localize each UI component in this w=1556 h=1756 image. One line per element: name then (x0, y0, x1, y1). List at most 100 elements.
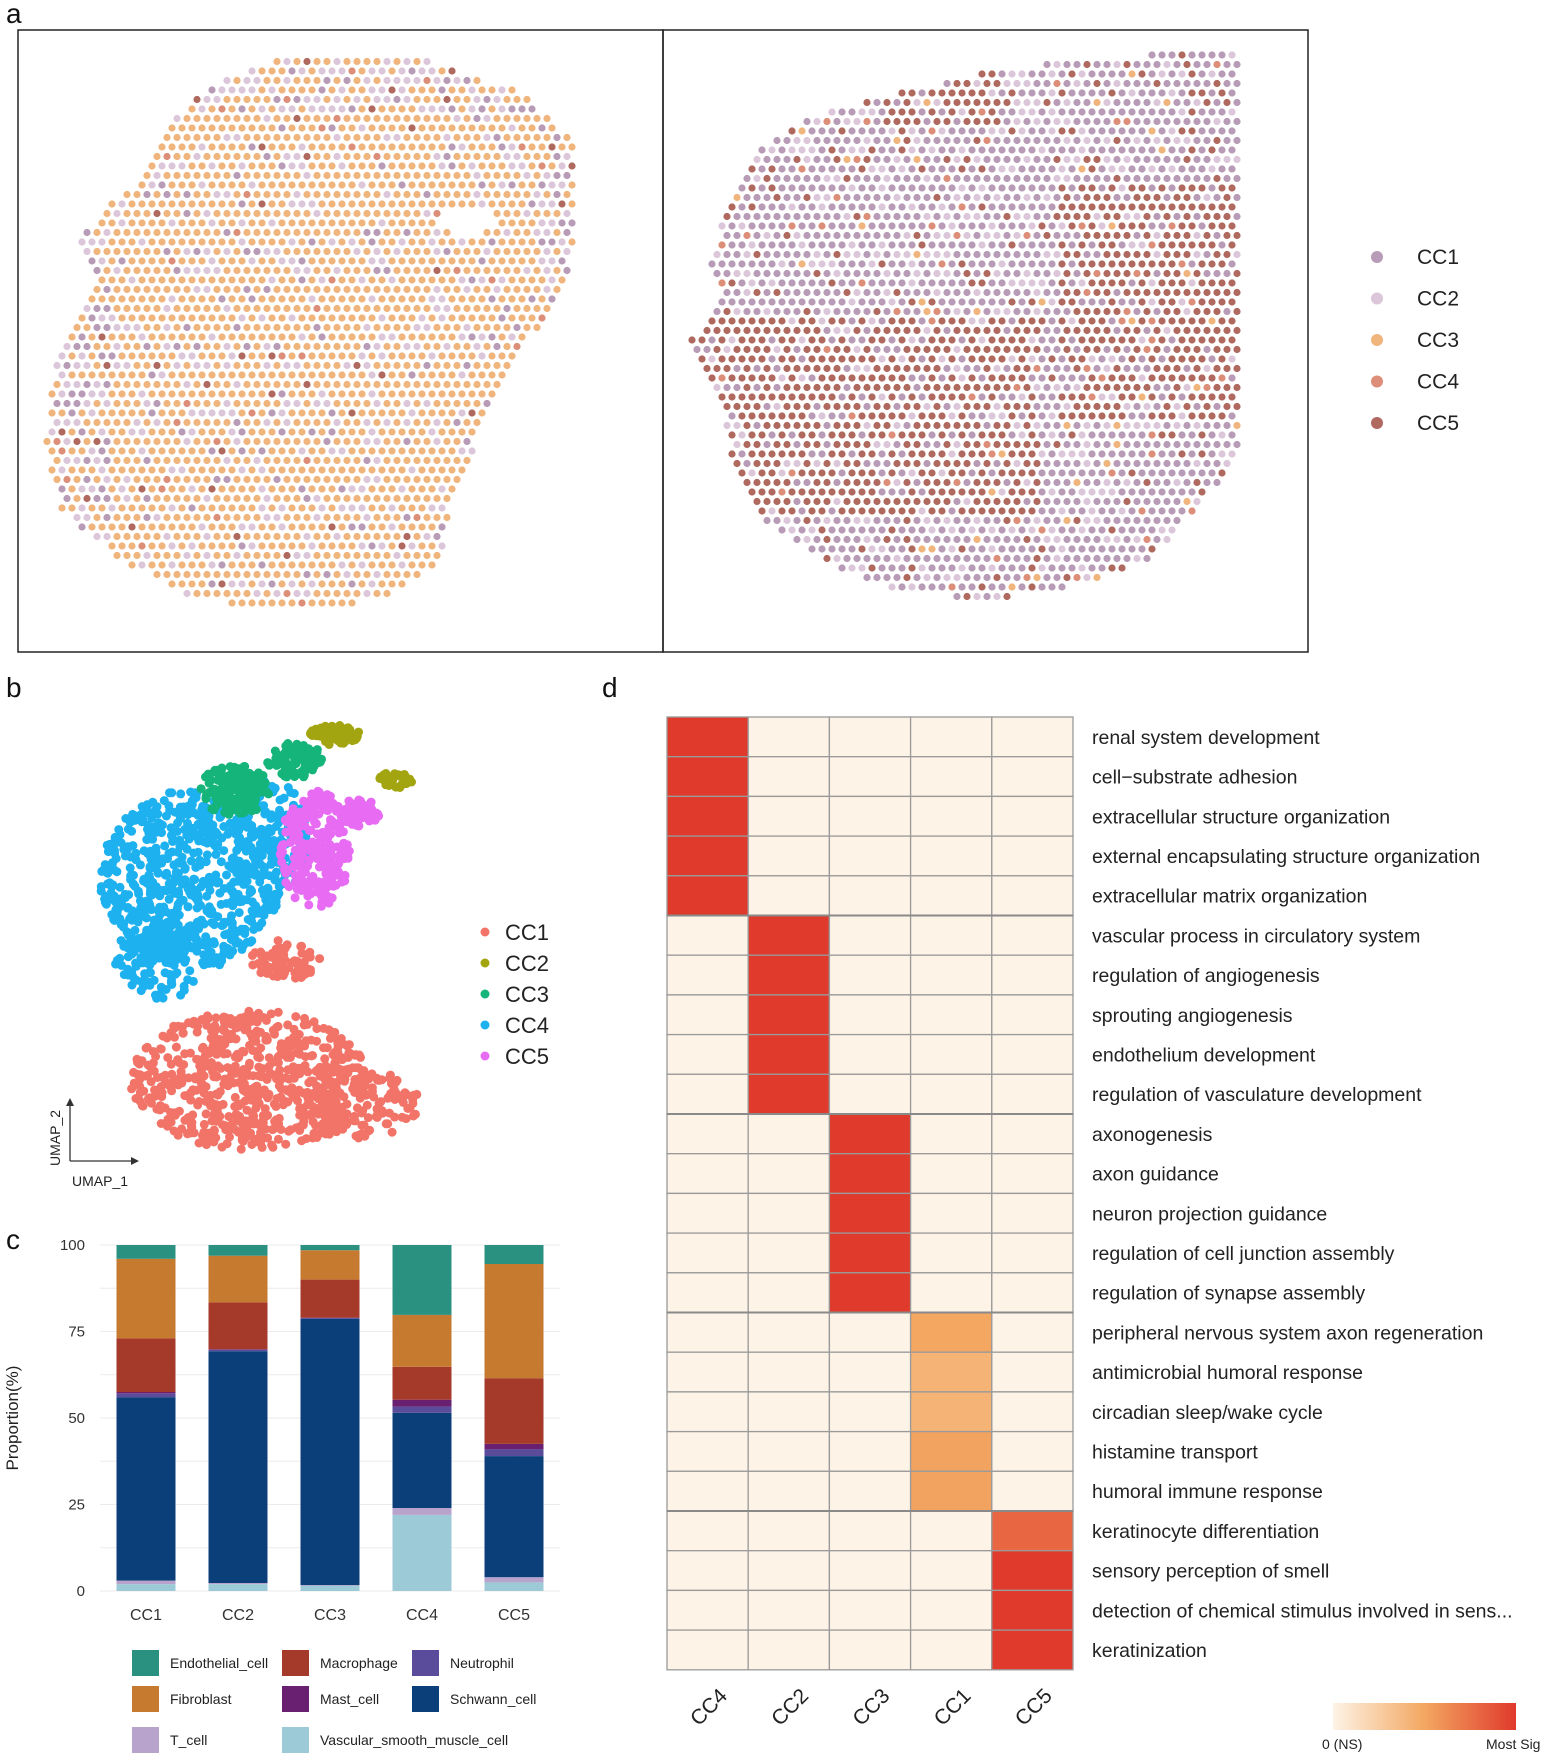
spatial-spot (358, 561, 366, 569)
spatial-spot (778, 469, 786, 477)
spatial-spot (243, 304, 251, 313)
spatial-spot (233, 171, 241, 180)
spatial-spot (503, 323, 511, 332)
spatial-spot (1013, 402, 1021, 411)
spatial-spot (213, 418, 221, 427)
spatial-spot (1023, 212, 1031, 221)
spatial-spot (1203, 212, 1211, 221)
spatial-spot (218, 466, 226, 474)
spatial-spot (308, 295, 316, 303)
spatial-spot (433, 513, 441, 522)
spatial-spot (828, 260, 836, 268)
spatial-spot (1093, 174, 1101, 183)
spatial-spot (358, 181, 366, 189)
spatial-spot (958, 393, 966, 401)
spatial-spot (1008, 412, 1016, 420)
spatial-spot (1108, 127, 1116, 135)
spatial-spot (1078, 431, 1086, 439)
spatial-spot (778, 260, 786, 268)
spatial-spot (223, 133, 231, 142)
spatial-spot (228, 504, 236, 512)
spatial-spot (438, 276, 446, 284)
spatial-spot (808, 450, 816, 458)
spatial-spot (468, 162, 476, 170)
spatial-spot (963, 402, 971, 411)
spatial-spot (258, 523, 266, 531)
spatial-spot (413, 399, 421, 408)
spatial-spot (423, 95, 431, 104)
spatial-spot (208, 580, 216, 588)
spatial-spot (328, 219, 336, 227)
spatial-spot (813, 288, 821, 297)
spatial-spot (263, 266, 271, 275)
spatial-spot (1083, 573, 1091, 582)
spatial-spot (913, 421, 921, 430)
spatial-spot (103, 399, 111, 408)
spatial-spot (1123, 326, 1131, 335)
spatial-spot (763, 288, 771, 297)
spatial-spot (1208, 374, 1216, 382)
spatial-spot (998, 89, 1006, 97)
spatial-spot (1043, 79, 1051, 88)
spatial-spot (963, 212, 971, 221)
spatial-spot (148, 276, 156, 284)
spatial-spot (1113, 440, 1121, 449)
spatial-spot (218, 143, 226, 151)
spatial-spot (1038, 260, 1046, 268)
spatial-spot (863, 440, 871, 449)
spatial-spot (1228, 203, 1236, 211)
spatial-spot (178, 257, 186, 265)
spatial-spot (903, 269, 911, 278)
spatial-spot (1088, 507, 1096, 515)
spatial-spot (293, 551, 301, 560)
spatial-spot (938, 583, 946, 591)
spatial-spot (153, 304, 161, 313)
spatial-spot (303, 95, 311, 104)
spatial-spot (398, 333, 406, 341)
spatial-spot (203, 228, 211, 237)
spatial-spot (1198, 222, 1206, 230)
spatial-spot (793, 250, 801, 259)
spatial-spot (788, 203, 796, 211)
spatial-spot (938, 412, 946, 420)
spatial-spot (453, 95, 461, 104)
spatial-spot (423, 513, 431, 522)
spatial-spot (193, 437, 201, 446)
spatial-spot (1058, 222, 1066, 230)
spatial-spot (198, 352, 206, 360)
spatial-spot (238, 371, 246, 379)
spatial-spot (458, 352, 466, 360)
spatial-spot (903, 535, 911, 544)
spatial-spot (493, 209, 501, 218)
spatial-spot (193, 342, 201, 351)
spatial-spot (893, 98, 901, 107)
spatial-spot (873, 478, 881, 487)
spatial-spot (1223, 440, 1231, 449)
spatial-spot (1123, 193, 1131, 202)
spatial-spot (1093, 478, 1101, 487)
spatial-spot (908, 431, 916, 439)
spatial-spot (858, 279, 866, 287)
spatial-spot (1018, 355, 1026, 363)
spatial-spot (938, 203, 946, 211)
spatial-spot (308, 599, 316, 607)
spatial-spot (808, 165, 816, 173)
spatial-spot (398, 181, 406, 189)
spatial-spot (1028, 355, 1036, 363)
spatial-spot (893, 402, 901, 411)
spatial-spot (343, 76, 351, 85)
spatial-spot (513, 171, 521, 180)
spatial-spot (1048, 279, 1056, 287)
spatial-spot (463, 380, 471, 389)
spatial-spot (288, 447, 296, 455)
legend-label-cc5: CC5 (1417, 412, 1459, 435)
spatial-spot (508, 295, 516, 303)
spatial-spot (1048, 564, 1056, 572)
spatial-spot (528, 276, 536, 284)
spatial-spot (503, 361, 511, 370)
spatial-spot (278, 580, 286, 588)
spatial-spot (198, 162, 206, 170)
spatial-spot (223, 570, 231, 579)
spatial-spot (748, 355, 756, 363)
